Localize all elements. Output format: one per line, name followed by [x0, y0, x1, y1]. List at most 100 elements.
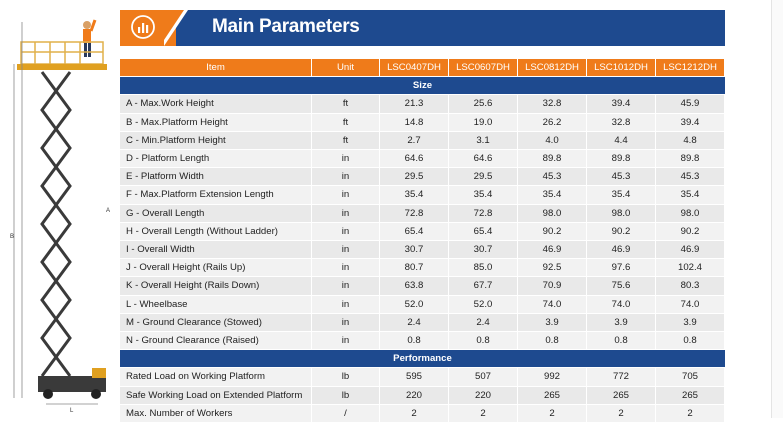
- unit-cell: lb: [312, 386, 380, 404]
- table-row: F - Max.Platform Extension Length in 35.4 3…: [120, 186, 725, 204]
- column-header-model: LSC0607DH: [449, 59, 518, 77]
- section-header-row: Size: [120, 77, 725, 95]
- table-row: H - Overall Length (Without Ladder) in 65.…: [120, 222, 725, 241]
- value-cell: 65.4: [380, 222, 449, 241]
- unit-cell: ft: [312, 131, 380, 150]
- table-row: I - Overall Width in 30.7 30.7 46.9 46.9 46.9: [120, 241, 725, 259]
- table-row: A - Max.Work Height ft 21.3 25.6 32.8 39.4 45.…: [120, 95, 725, 113]
- value-cell: 3.9: [518, 313, 587, 332]
- item-cell: N - Ground Clearance (Raised): [120, 332, 312, 350]
- value-cell: 64.6: [380, 150, 449, 168]
- value-cell: 14.8: [380, 113, 449, 131]
- value-cell: 4.0: [518, 131, 587, 150]
- value-cell: 2: [587, 404, 656, 423]
- value-cell: 4.4: [587, 131, 656, 150]
- value-cell: 45.3: [518, 168, 587, 186]
- value-cell: 3.9: [587, 313, 656, 332]
- unit-cell: in: [312, 313, 380, 332]
- table-row: Safe Working Load on Extended Platform lb…: [120, 386, 725, 404]
- value-cell: 0.8: [587, 332, 656, 350]
- value-cell: 29.5: [449, 168, 518, 186]
- column-header-unit: Unit: [312, 59, 380, 77]
- value-cell: 2: [449, 404, 518, 423]
- value-cell: 32.8: [587, 113, 656, 131]
- value-cell: 35.4: [518, 186, 587, 204]
- dim-label-a: A: [106, 208, 110, 214]
- banner-background: [176, 10, 725, 46]
- table-row: D - Platform Length in 64.6 64.6 89.8 89.8 89.…: [120, 150, 725, 168]
- value-cell: 46.9: [587, 241, 656, 259]
- item-cell: Rated Load on Working Platform: [120, 368, 312, 386]
- value-cell: 46.9: [518, 241, 587, 259]
- unit-cell: lb: [312, 368, 380, 386]
- value-cell: 98.0: [656, 204, 725, 222]
- value-cell: 0.8: [656, 332, 725, 350]
- item-cell: M - Ground Clearance (Stowed): [120, 313, 312, 332]
- banner-separator-accent: [160, 10, 184, 46]
- unit-cell: in: [312, 204, 380, 222]
- item-cell: D - Platform Length: [120, 150, 312, 168]
- value-cell: 46.9: [656, 241, 725, 259]
- value-cell: 772: [587, 368, 656, 386]
- value-cell: 64.6: [449, 150, 518, 168]
- value-cell: 85.0: [449, 259, 518, 277]
- bar-chart-icon: [131, 15, 155, 39]
- parameters-table: Item Unit LSC0407DH LSC0607DH LSC0812DH …: [120, 58, 725, 423]
- value-cell: 0.8: [380, 332, 449, 350]
- item-cell: F - Max.Platform Extension Length: [120, 186, 312, 204]
- item-cell: H - Overall Length (Without Ladder): [120, 222, 312, 241]
- value-cell: 74.0: [656, 295, 725, 313]
- value-cell: 2.7: [380, 131, 449, 150]
- value-cell: 29.5: [380, 168, 449, 186]
- value-cell: 220: [380, 386, 449, 404]
- column-header-model: LSC0407DH: [380, 59, 449, 77]
- section-title: Performance: [120, 350, 725, 368]
- value-cell: 74.0: [587, 295, 656, 313]
- value-cell: 52.0: [449, 295, 518, 313]
- value-cell: 4.8: [656, 131, 725, 150]
- value-cell: 32.8: [518, 95, 587, 113]
- item-cell: C - Min.Platform Height: [120, 131, 312, 150]
- value-cell: 89.8: [587, 150, 656, 168]
- page-edge: [771, 0, 783, 418]
- item-cell: G - Overall Length: [120, 204, 312, 222]
- unit-cell: in: [312, 277, 380, 295]
- value-cell: 65.4: [449, 222, 518, 241]
- value-cell: 21.3: [380, 95, 449, 113]
- platform-rails: [20, 41, 104, 65]
- table-row: B - Max.Platform Height ft 14.8 19.0 26.2 32.…: [120, 113, 725, 131]
- value-cell: 35.4: [587, 186, 656, 204]
- value-cell: 3.1: [449, 131, 518, 150]
- section-header-row: Performance: [120, 350, 725, 368]
- value-cell: 45.3: [587, 168, 656, 186]
- table-row: K - Overall Height (Rails Down) in 63.8 67.…: [120, 277, 725, 295]
- value-cell: 67.7: [449, 277, 518, 295]
- item-cell: J - Overall Height (Rails Up): [120, 259, 312, 277]
- value-cell: 2: [380, 404, 449, 423]
- value-cell: 52.0: [380, 295, 449, 313]
- table-row: C - Min.Platform Height ft 2.7 3.1 4.0 4.4 4.8: [120, 131, 725, 150]
- value-cell: 25.6: [449, 95, 518, 113]
- value-cell: 92.5: [518, 259, 587, 277]
- dimension-lines: [13, 22, 98, 405]
- value-cell: 2: [656, 404, 725, 423]
- column-header-model: LSC1212DH: [656, 59, 725, 77]
- table-row: E - Platform Width in 29.5 29.5 45.3 45.3 45.3: [120, 168, 725, 186]
- value-cell: 0.8: [518, 332, 587, 350]
- platform-deck: [17, 64, 107, 70]
- value-cell: 2: [518, 404, 587, 423]
- dim-label-b: B: [10, 234, 14, 240]
- value-cell: 80.3: [656, 277, 725, 295]
- unit-cell: in: [312, 295, 380, 313]
- unit-cell: in: [312, 168, 380, 186]
- value-cell: 0.8: [449, 332, 518, 350]
- value-cell: 265: [518, 386, 587, 404]
- value-cell: 63.8: [380, 277, 449, 295]
- table-header-row: Item Unit LSC0407DH LSC0607DH LSC0812DH …: [120, 59, 725, 77]
- unit-cell: in: [312, 150, 380, 168]
- value-cell: 97.6: [587, 259, 656, 277]
- unit-cell: ft: [312, 113, 380, 131]
- unit-cell: in: [312, 186, 380, 204]
- value-cell: 265: [587, 386, 656, 404]
- table-row: G - Overall Length in 72.8 72.8 98.0 98.0 98.0: [120, 204, 725, 222]
